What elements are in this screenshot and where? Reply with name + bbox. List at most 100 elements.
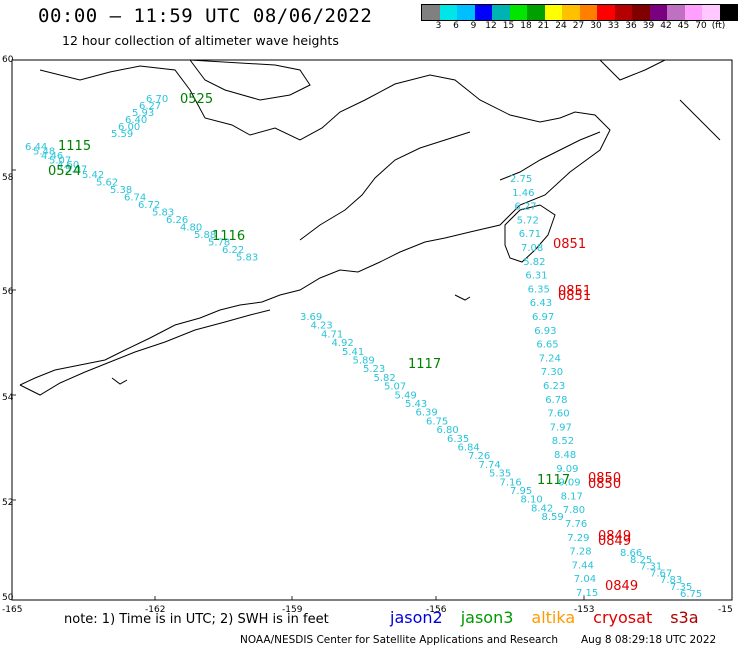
swh-value: 8.25: [630, 555, 652, 566]
swh-value: 6.75: [680, 589, 702, 600]
pass-time-red: 0849: [598, 529, 631, 544]
pass-time-green: 1116: [212, 229, 245, 244]
pass-time-red: 0850: [588, 471, 621, 486]
swh-value: 3.69: [300, 312, 322, 323]
latitude-label: 56: [2, 287, 14, 297]
colorbar-label: 12: [485, 21, 497, 31]
colorbar-label: 33: [607, 21, 620, 31]
swh-value: 8.52: [552, 436, 574, 447]
colorbar-swatch: [562, 5, 580, 20]
generation-timestamp: Aug 8 08:29:18 UTC 2022: [581, 634, 717, 646]
swh-value: 6.39: [416, 408, 438, 419]
swh-value: 6.93: [534, 326, 556, 337]
swh-value: 6.80: [437, 425, 459, 436]
swh-value: 2.75: [510, 174, 532, 185]
swh-value: 7.44: [572, 560, 594, 571]
swh-value: 7.26: [468, 451, 490, 462]
swh-value: 7.76: [565, 519, 587, 530]
swh-value: 6.23: [543, 381, 565, 392]
swh-value: 8.59: [542, 512, 564, 523]
page-title: 00:00 – 11:59 UTC 08/06/2022: [38, 5, 373, 27]
longitude-label: -165: [2, 605, 22, 615]
swh-value: 6.72: [138, 200, 160, 211]
latitude-label: 50: [2, 593, 14, 603]
pass-time-red: 0851: [558, 284, 591, 299]
pass-time-red: 0849: [598, 534, 631, 549]
swh-value: 7.60: [547, 409, 569, 420]
colorbar-label: 3: [435, 21, 442, 31]
satellite-legend-altika: altika: [531, 608, 576, 627]
swh-value: 5.82: [523, 257, 545, 268]
swh-value: 5.42: [82, 170, 104, 181]
swh-value: 7.74: [479, 460, 501, 471]
latitude-label: 58: [2, 173, 14, 183]
pass-time-green: 1117: [408, 357, 441, 372]
swh-value: 6.22: [222, 245, 244, 256]
swh-value: 6.70: [146, 94, 168, 105]
colorbar-label: 39: [642, 21, 655, 31]
swh-value: 4.92: [332, 338, 354, 349]
swh-value: 7.95: [510, 486, 532, 497]
pass-time-green: 1117: [537, 473, 570, 488]
swh-value: 6.26: [166, 215, 188, 226]
swh-value: 7.80: [563, 505, 585, 516]
swh-value: 9.09: [556, 464, 578, 475]
swh-value: 7.67: [650, 568, 672, 579]
colorbar-swatch: [614, 5, 632, 20]
colorbar-swatch: [597, 5, 615, 20]
swh-value: 6.27: [514, 202, 536, 213]
colorbar-swatch: [632, 5, 650, 20]
swh-value: 5.38: [110, 185, 132, 196]
colorbar-swatch: [527, 5, 545, 20]
pass-time-red: 0849: [605, 579, 638, 594]
swh-value: 6.75: [426, 416, 448, 427]
satellite-legend-jason2: jason2: [390, 608, 443, 627]
colorbar-label: 27: [572, 21, 585, 31]
swh-value: 5.35: [489, 469, 511, 480]
pass-time-green: 0524: [48, 164, 81, 179]
swh-value: 5.83: [236, 253, 258, 264]
colorbar-swatch: [544, 5, 562, 20]
swh-value: 8.17: [561, 491, 583, 502]
swh-value: 5.23: [363, 364, 385, 375]
swh-value: 9.09: [558, 478, 580, 489]
longitude-label: -162: [145, 605, 165, 615]
wave-height-colorbar: [421, 4, 738, 21]
swh-value: 5.07: [49, 156, 71, 167]
swh-value: 6.71: [519, 229, 541, 240]
swh-value: 7.08: [521, 243, 543, 254]
longitude-label: -159: [282, 605, 303, 615]
credit-line: NOAA/NESDIS Center for Satellite Applica…: [240, 634, 558, 646]
grid-ticks: [12, 169, 585, 600]
swh-value: 8.10: [521, 495, 543, 506]
colorbar-label: 42: [660, 21, 672, 31]
coastline: [19, 59, 721, 396]
footnote: note: 1) Time is in UTC; 2) SWH is in fe…: [64, 612, 329, 627]
swh-value: 7.28: [569, 547, 591, 558]
pass-time-red: 0850: [588, 477, 621, 492]
colorbar-swatch: [684, 5, 702, 20]
swh-value: 4.71: [321, 329, 343, 340]
swh-value: 5.43: [405, 399, 427, 410]
map-frame: [11, 59, 733, 601]
swh-value: 6.44: [25, 142, 47, 153]
page-subtitle: 12 hour collection of altimeter wave hei…: [62, 33, 339, 48]
satellite-legend-cryosat: cryosat: [593, 608, 653, 627]
swh-value: 4.60: [57, 160, 79, 171]
swh-value: 7.35: [670, 582, 692, 593]
pass-time-green: 1115: [58, 139, 91, 154]
colorbar-labels: 3 6 9 12 15 18 21 24 27 30 33 36 39 42 45 70 (ft): [421, 21, 740, 33]
longitude-label: -15: [718, 605, 733, 615]
colorbar-swatch: [667, 5, 685, 20]
pass-time-red: 0851: [558, 289, 591, 304]
colorbar-swatch: [422, 5, 440, 20]
swh-value: 6.43: [530, 298, 552, 309]
pass-time-green: 0525: [180, 92, 213, 107]
colorbar-label: 15: [502, 21, 515, 31]
swh-value: 4.80: [180, 223, 202, 234]
swh-value: 7.04: [574, 574, 596, 585]
colorbar-label: 18: [520, 21, 532, 31]
colorbar-swatch: [702, 5, 720, 20]
latitude-label: 60: [2, 55, 14, 65]
